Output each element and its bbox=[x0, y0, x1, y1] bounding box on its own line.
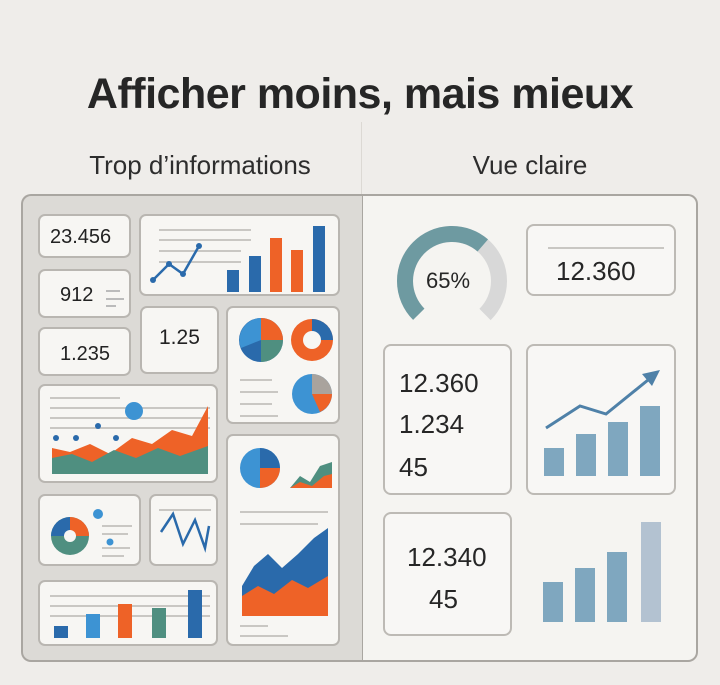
simple-bar-4 bbox=[641, 522, 661, 622]
left-panel-title: Trop d’informations bbox=[89, 150, 311, 180]
simple-bar-3 bbox=[607, 552, 627, 622]
kpi-card-2-lines bbox=[106, 290, 124, 307]
trend-card bbox=[526, 344, 676, 495]
kpi-card-1: 23.456 bbox=[38, 214, 131, 258]
stats-1-value-2: 1.234 bbox=[399, 409, 465, 439]
bar-chart-widget bbox=[38, 580, 218, 646]
kpi-card-2: 912 bbox=[38, 269, 131, 318]
page-title: Afficher moins, mais mieux bbox=[86, 70, 634, 118]
trend-graphic bbox=[544, 370, 660, 476]
kpi-value-4: 1.25 bbox=[159, 326, 200, 349]
clear-dashboard-panel: 65% 12.360 12.360 1.234 45 12.340 45 bbox=[362, 194, 698, 662]
simple-bar-chart bbox=[543, 522, 661, 622]
gauge-value-arc bbox=[397, 226, 507, 325]
kpi-card-4: 1.25 bbox=[140, 306, 219, 374]
bar-chart-graphic bbox=[50, 590, 210, 638]
pie-donut-widget bbox=[226, 306, 340, 424]
line-bar-combo-graphic bbox=[150, 226, 325, 292]
cluttered-dashboard-panel: 23.456 912 1.235 1.25 bbox=[21, 194, 362, 662]
simple-bar-2 bbox=[575, 568, 595, 622]
simple-bar-1 bbox=[543, 582, 563, 622]
stats-2-value-2: 45 bbox=[429, 584, 458, 614]
kpi-card-3: 1.235 bbox=[38, 327, 131, 376]
arrow-up-icon bbox=[642, 370, 660, 386]
stats-1-value-3: 45 bbox=[399, 452, 428, 482]
line-bar-combo-widget bbox=[139, 214, 340, 296]
kpi-summary-value: 12.360 bbox=[556, 256, 636, 286]
mixed-area-widget bbox=[226, 434, 340, 646]
zigzag-line-widget bbox=[149, 494, 218, 566]
area-chart-graphic bbox=[50, 397, 210, 474]
kpi-value-2: 912 bbox=[60, 284, 94, 306]
donut-dots-graphic bbox=[51, 509, 132, 557]
kpi-value-3: 1.235 bbox=[60, 343, 111, 365]
gauge-label: 65% bbox=[426, 268, 471, 293]
kpi-summary-card: 12.360 bbox=[526, 224, 676, 296]
kpi-summary-line bbox=[548, 247, 664, 249]
stats-card-1: 12.360 1.234 45 bbox=[383, 344, 512, 495]
donut-dots-widget bbox=[38, 494, 141, 566]
mixed-area-graphic bbox=[240, 448, 332, 637]
stats-1-value-1: 12.360 bbox=[399, 368, 479, 398]
right-panel-title: Vue claire bbox=[472, 150, 588, 180]
kpi-value-1: 23.456 bbox=[50, 226, 112, 248]
gauge-chart bbox=[397, 226, 507, 325]
zigzag-line-graphic bbox=[159, 509, 211, 553]
stats-card-2: 12.340 45 bbox=[383, 512, 512, 636]
pie-donut-graphic bbox=[239, 318, 333, 417]
stats-2-value-1: 12.340 bbox=[407, 542, 487, 572]
area-chart-widget bbox=[38, 384, 218, 483]
